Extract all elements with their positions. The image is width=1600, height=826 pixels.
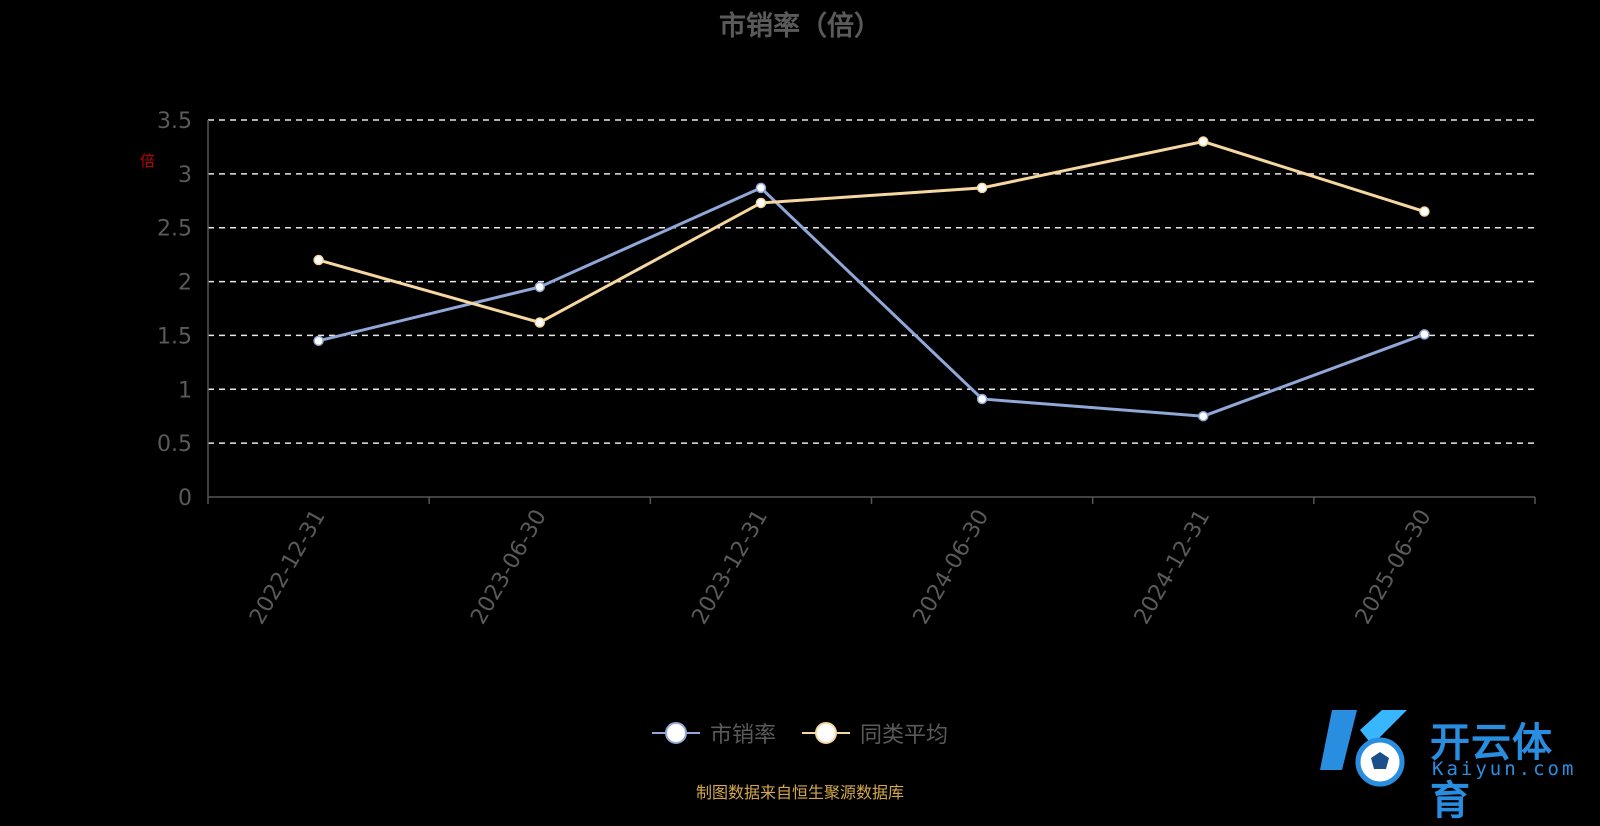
legend-swatch-icon — [651, 721, 700, 745]
series-lines — [313, 136, 1430, 422]
soccer-ball-logo-icon — [1320, 710, 1407, 787]
logo-name-en: Kaiyun.com — [1432, 758, 1577, 780]
plot-area: 0 0.5 1 1.5 2 2.5 3 3.5 2022-12-31 2023-06-30 2023… — [157, 109, 1536, 629]
data-point — [976, 393, 988, 405]
legend-swatch-icon — [802, 721, 850, 745]
series-line — [318, 186, 1425, 418]
y-tick-label: 1 — [178, 378, 192, 403]
y-axis-unit: 倍 — [140, 152, 156, 170]
legend-item-peer-average[interactable]: 同类平均 — [802, 717, 948, 749]
data-point — [534, 281, 545, 293]
x-tick-label: 2025-06-30 — [1351, 506, 1437, 629]
y-tick-label: 1.5 — [157, 324, 192, 349]
x-tick-label: 2022-12-31 — [245, 506, 331, 629]
data-point — [313, 335, 324, 347]
data-point — [1419, 206, 1430, 217]
y-tick-label: 3.5 — [157, 109, 192, 134]
legend-label: 市销率 — [709, 723, 776, 748]
data-point — [313, 254, 324, 266]
data-point — [1419, 329, 1430, 340]
chart: 市销率（倍） 倍 0 0.5 1 1.5 2 2.5 3 3.5 2022-12-31 2023-… — [0, 11, 1600, 824]
brand-logo: 开云体育 Kaiyun.com — [1312, 700, 1592, 824]
data-point — [1198, 136, 1209, 147]
y-tick-label: 2 — [178, 271, 192, 296]
grid-lines — [208, 119, 1535, 444]
data-point — [1198, 410, 1209, 422]
series-line — [318, 139, 1425, 325]
x-tick-label: 2023-06-30 — [466, 506, 552, 629]
source-note: 制图数据来自恒生聚源数据库 — [695, 783, 904, 802]
x-tick-label: 2024-12-31 — [1130, 506, 1216, 629]
legend-label: 同类平均 — [860, 723, 949, 748]
chart-title: 市销率（倍） — [719, 11, 881, 42]
data-point — [976, 182, 988, 194]
x-tick-label: 2024-06-30 — [909, 505, 995, 628]
y-tick-label: 0.5 — [157, 432, 192, 457]
data-point — [755, 182, 767, 194]
y-tick-label: 3 — [178, 163, 192, 188]
y-tick-label: 0 — [178, 486, 192, 511]
data-point — [534, 317, 545, 328]
y-tick-label: 2.5 — [157, 217, 192, 242]
x-tick-label: 2023-12-31 — [687, 506, 773, 629]
data-point — [755, 197, 767, 209]
legend: 市销率 同类平均 — [0, 717, 1600, 749]
legend-item-pe[interactable]: 市销率 — [651, 717, 776, 749]
